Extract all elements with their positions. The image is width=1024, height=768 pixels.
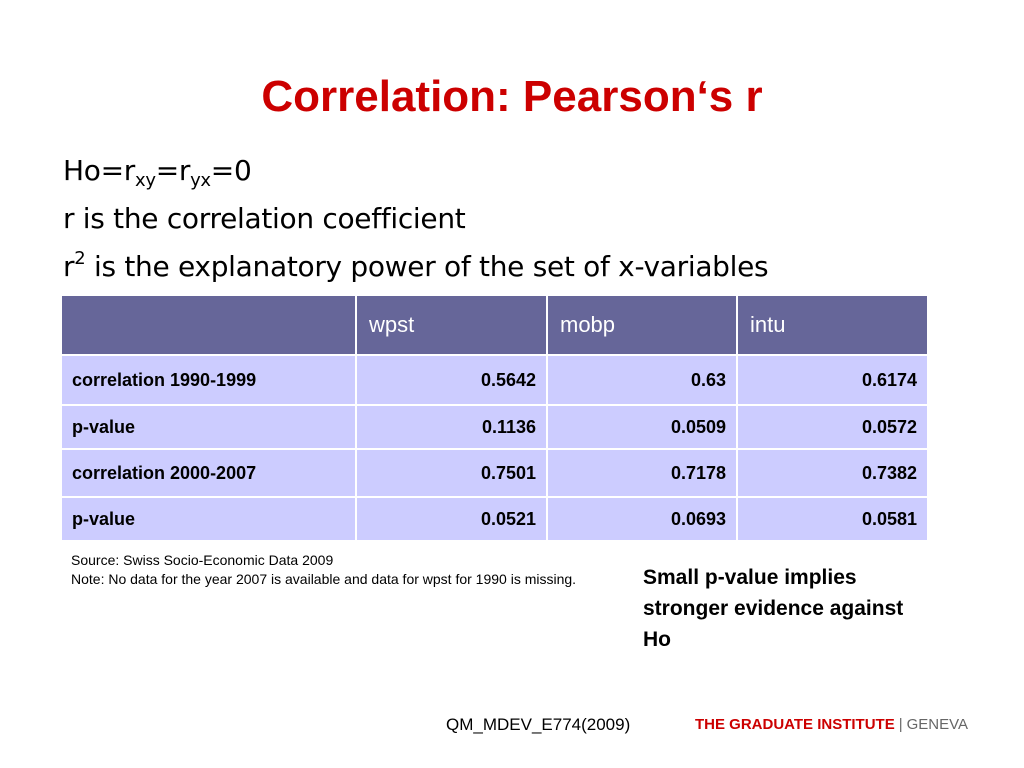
table-cell: 0.1136	[355, 404, 548, 450]
table-cell: 0.0572	[736, 404, 929, 450]
definition-r-squared: r2 is the explanatory power of the set o…	[63, 243, 769, 291]
source-text: Source: Swiss Socio-Economic Data 2009	[71, 552, 334, 568]
row-label: p-value	[60, 496, 357, 542]
header-cell-wpst: wpst	[355, 294, 548, 356]
callout-text: Small p-value implies stronger evidence …	[643, 566, 904, 651]
logo-city: GENEVA	[906, 716, 969, 733]
definition-r: r is the correlation coefficient	[63, 202, 466, 235]
table-cell: 0.0509	[546, 404, 738, 450]
header-cell-empty	[60, 294, 357, 356]
table-cell: 0.0693	[546, 496, 738, 542]
table-cell: 0.7382	[736, 448, 929, 498]
table-row: p-value 0.0521 0.0693 0.0581	[60, 496, 929, 542]
logo-separator: |	[898, 716, 903, 733]
table-cell: 0.0581	[736, 496, 929, 542]
row-label: p-value	[60, 404, 357, 450]
table-cell: 0.7178	[546, 448, 738, 498]
r-squared-text: is the explanatory power of the set of x…	[85, 250, 769, 283]
slide-title: Correlation: Pearson‘s r	[261, 72, 763, 121]
body-text: Ho=rxy=ryx=0 r is the correlation coeffi…	[63, 147, 769, 291]
r-squared-exponent: 2	[74, 248, 86, 269]
hypothesis-subscript-yx: yx	[190, 170, 211, 191]
course-code: QM_MDEV_E774(2009)	[446, 715, 631, 734]
table-cell: 0.0521	[355, 496, 548, 542]
table-cell: 0.63	[546, 354, 738, 406]
table-cell: 0.7501	[355, 448, 548, 498]
hypothesis-middle: =r	[155, 154, 191, 187]
r-squared-base: r	[63, 250, 75, 283]
table-row: correlation 1990-1999 0.5642 0.63 0.6174	[60, 354, 929, 406]
table-cell: 0.5642	[355, 354, 548, 406]
table-header-row: wpst mobp intu	[60, 294, 929, 356]
row-label: correlation 2000-2007	[60, 448, 357, 498]
hypothesis-line: Ho=rxy=ryx=0	[63, 147, 768, 195]
correlation-table: wpst mobp intu correlation 1990-1999 0.5…	[60, 294, 929, 542]
logo-brand: THE GRADUATE INSTITUTE	[695, 716, 895, 733]
table-row: correlation 2000-2007 0.7501 0.7178 0.73…	[60, 448, 929, 498]
hypothesis-suffix: =0	[210, 154, 252, 187]
row-label: correlation 1990-1999	[60, 354, 357, 406]
institute-logo: THE GRADUATE INSTITUTE | GENEVA	[695, 714, 968, 736]
table-row: p-value 0.1136 0.0509 0.0572	[60, 404, 929, 450]
note-text: Note: No data for the year 2007 is avail…	[71, 571, 577, 587]
header-cell-mobp: mobp	[546, 294, 738, 356]
header-cell-intu: intu	[736, 294, 929, 356]
source-note: Source: Swiss Socio-Economic Data 2009 N…	[71, 551, 611, 589]
hypothesis-subscript-xy: xy	[134, 170, 156, 191]
table-cell: 0.6174	[736, 354, 929, 406]
hypothesis-prefix: Ho=r	[63, 154, 135, 187]
